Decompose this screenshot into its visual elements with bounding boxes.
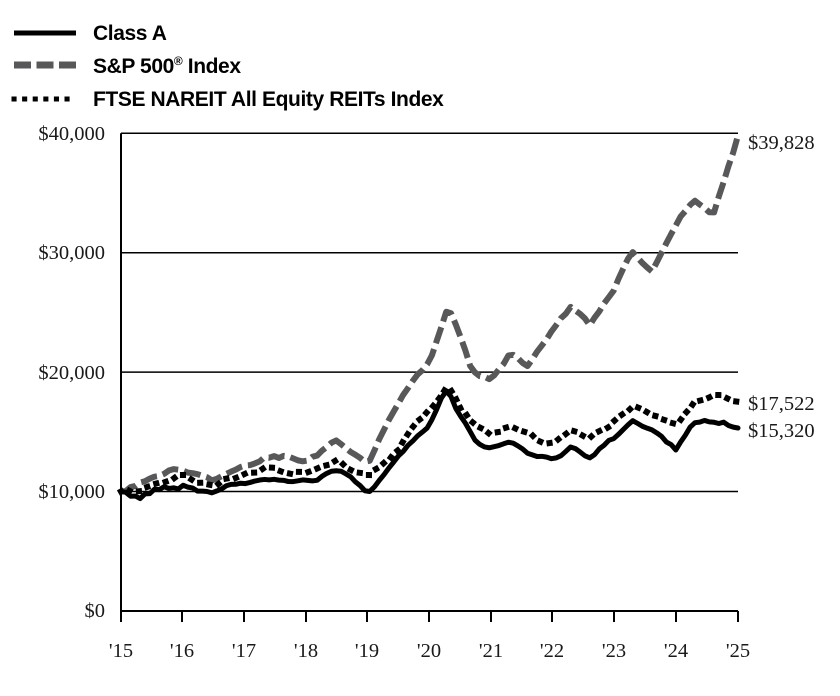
svg-text:$40,000: $40,000	[38, 123, 105, 145]
svg-text:$30,000: $30,000	[38, 242, 105, 264]
svg-text:'21: '21	[479, 640, 503, 662]
svg-text:'25: '25	[726, 640, 750, 662]
svg-text:'19: '19	[355, 640, 379, 662]
svg-text:$39,828: $39,828	[748, 132, 815, 154]
svg-text:S&P 500® Index: S&P 500® Index	[93, 54, 241, 78]
svg-text:'18: '18	[294, 640, 318, 662]
svg-text:$17,522: $17,522	[748, 393, 815, 415]
svg-text:'16: '16	[170, 640, 194, 662]
svg-text:$0: $0	[85, 600, 106, 622]
svg-text:'17: '17	[232, 640, 256, 662]
svg-text:'24: '24	[664, 640, 688, 662]
svg-text:Class A: Class A	[93, 22, 167, 45]
svg-text:'23: '23	[602, 640, 626, 662]
svg-text:$20,000: $20,000	[38, 362, 105, 384]
svg-text:'20: '20	[417, 640, 441, 662]
svg-text:FTSE NAREIT All Equity REITs I: FTSE NAREIT All Equity REITs Index	[93, 88, 444, 111]
svg-text:'22: '22	[540, 640, 564, 662]
svg-text:$10,000: $10,000	[38, 481, 105, 503]
svg-text:$15,320: $15,320	[748, 420, 815, 442]
svg-text:'15: '15	[109, 640, 133, 662]
